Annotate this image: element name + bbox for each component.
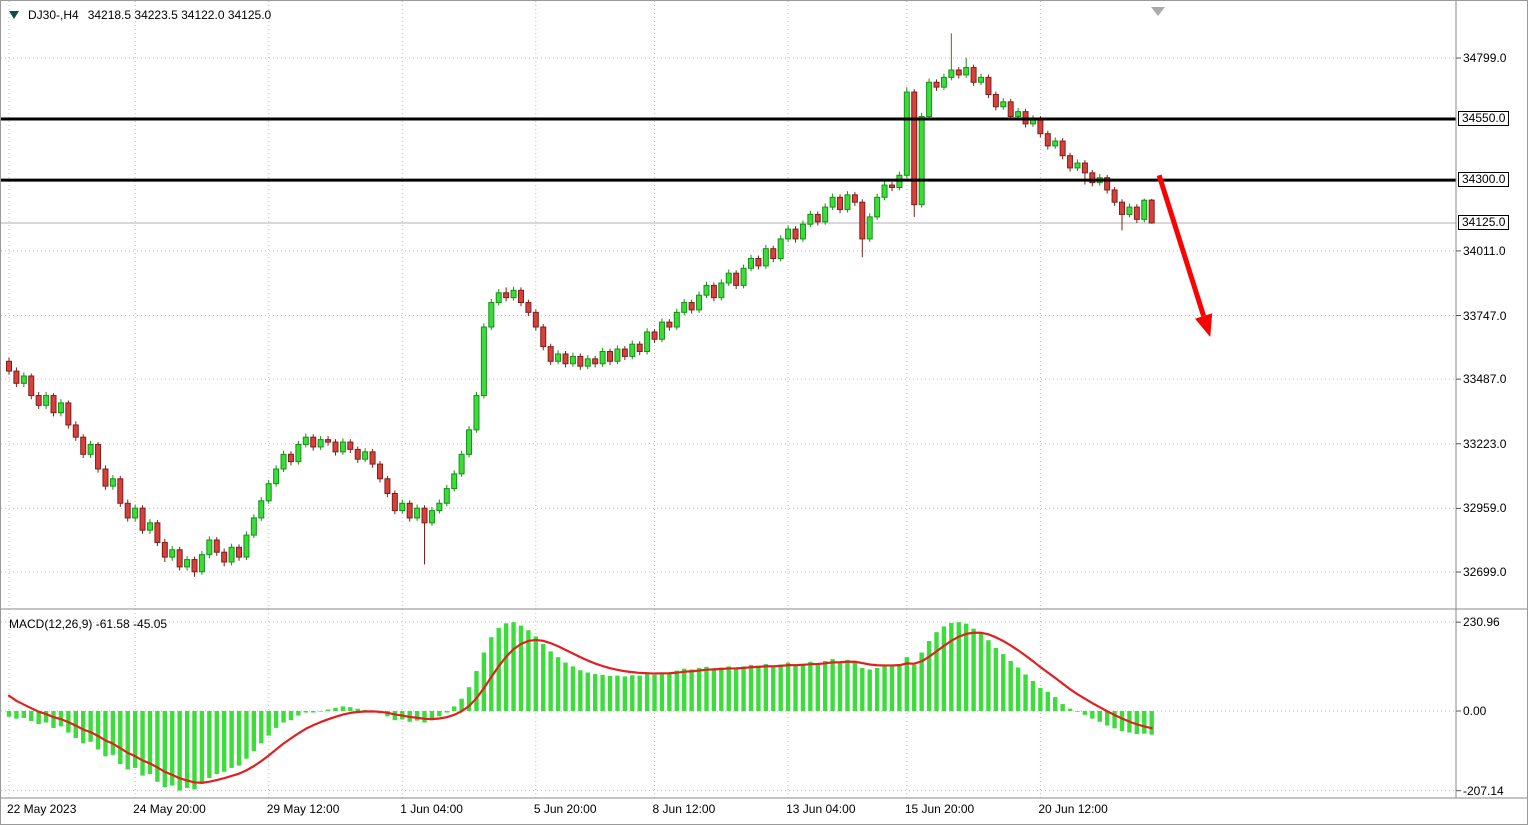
macd-indicator-label: MACD(12,26,9) -61.58 -45.05 xyxy=(9,617,168,631)
symbol-timeframe: DJ30-,H4 xyxy=(28,8,79,22)
price-axis[interactable] xyxy=(1454,1,1527,798)
candles-layer xyxy=(6,33,1155,577)
chart-shift-marker-icon[interactable] xyxy=(1151,7,1165,16)
chart-header: DJ30-,H4 34218.5 34223.5 34122.0 34125.0 xyxy=(9,8,271,22)
ohlc-readout: 34218.5 34223.5 34122.0 34125.0 xyxy=(87,8,272,22)
trend-arrow[interactable] xyxy=(1156,174,1207,317)
macd-signal-line xyxy=(7,631,1153,784)
time-axis[interactable] xyxy=(1,799,1527,824)
macd-histogram xyxy=(6,622,1154,791)
symbol-marker-icon xyxy=(9,11,19,19)
trend-arrow-head[interactable] xyxy=(1195,313,1213,337)
